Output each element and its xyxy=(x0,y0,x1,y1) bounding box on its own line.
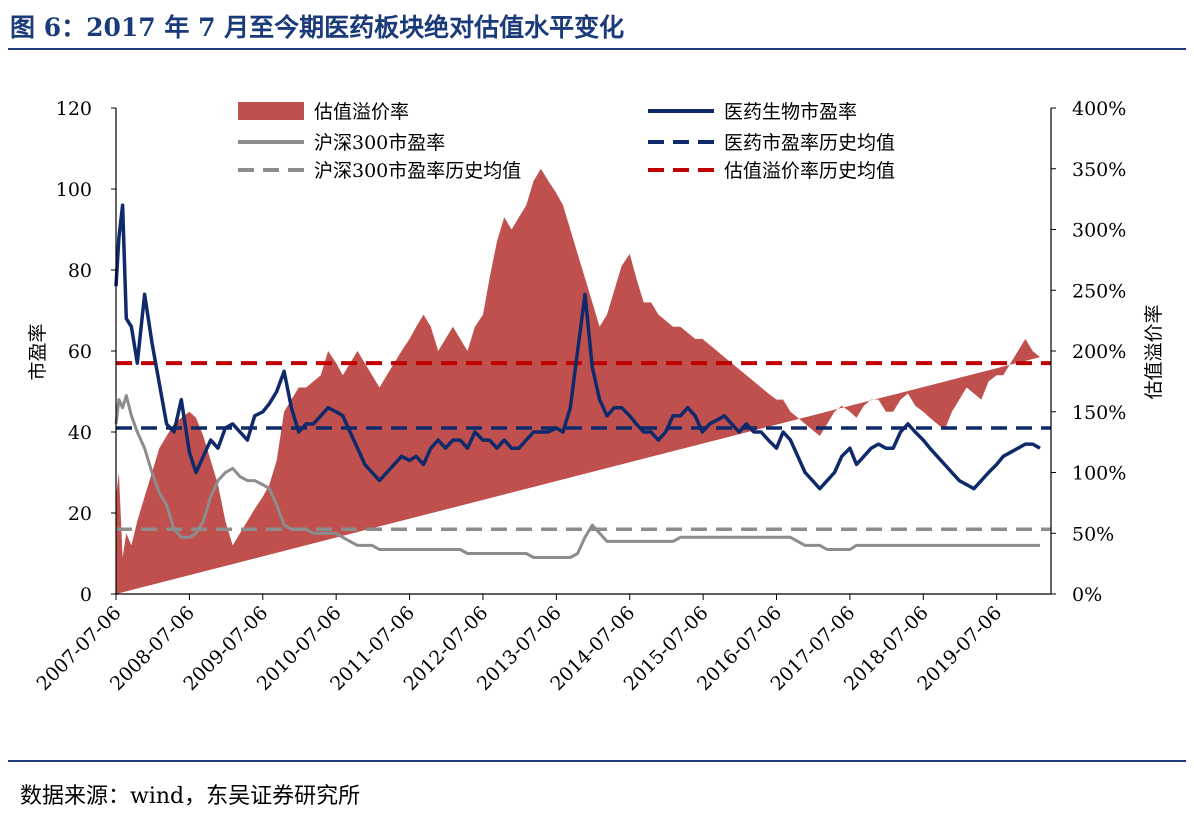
y-right-tick-label: 150% xyxy=(1072,402,1126,424)
y-left-tick-label: 60 xyxy=(68,341,92,363)
y-left-tick-label: 20 xyxy=(68,503,92,525)
y-left-tick-label: 100 xyxy=(56,179,92,201)
y-right-tick-label: 0% xyxy=(1072,584,1102,606)
legend-label: 估值溢价率 xyxy=(314,101,409,123)
source-note: 数据来源：wind，东吴证券研究所 xyxy=(20,784,361,809)
series-area-premium xyxy=(116,168,1040,595)
series-line-hs300 xyxy=(114,394,1040,559)
y-axis-right-label: 估值溢价率 xyxy=(1143,304,1165,399)
y-right-tick-label: 300% xyxy=(1072,220,1126,242)
footer-divider xyxy=(8,760,1186,762)
y-right-tick-label: 400% xyxy=(1072,98,1126,120)
legend-label: 医药生物市盈率 xyxy=(724,101,857,123)
page-title: 图 6：2017 年 7 月至今期医药板块绝对估值水平变化 xyxy=(10,13,625,42)
legend-label: 估值溢价率历史均值 xyxy=(724,160,895,182)
y-axis-left-label: 市盈率 xyxy=(27,323,49,380)
legend-swatch-area xyxy=(238,102,304,120)
y-left-tick-label: 80 xyxy=(68,260,92,282)
chart: 0 20 40 60 80 100 120 0% 50% 100% 150% 200% 250% 300%… xyxy=(27,98,1165,695)
y-right-tick-label: 250% xyxy=(1072,280,1126,302)
legend-label: 沪深300市盈率历史均值 xyxy=(314,160,521,182)
y-left-tick-label: 0 xyxy=(80,584,92,606)
plot-layer xyxy=(114,168,1051,595)
title-divider xyxy=(8,48,1186,50)
y-right-tick-label: 350% xyxy=(1072,159,1126,181)
y-left-tick-label: 40 xyxy=(68,422,92,444)
y-left-tick-label: 120 xyxy=(56,98,92,120)
legend-label: 医药市盈率历史均值 xyxy=(724,132,895,154)
y-right-tick-label: 50% xyxy=(1072,523,1114,545)
y-right-tick-label: 100% xyxy=(1072,463,1126,485)
legend-label: 沪深300市盈率 xyxy=(314,132,445,154)
series-line-pharma xyxy=(114,203,1041,491)
y-right-tick-label: 200% xyxy=(1072,341,1126,363)
